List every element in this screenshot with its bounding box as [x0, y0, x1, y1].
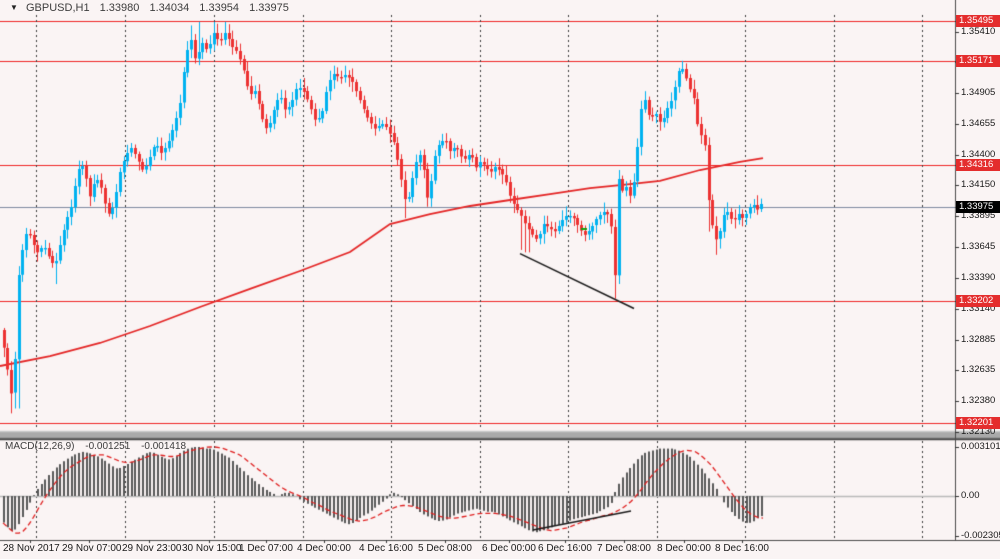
price-axis[interactable]: 1.354101.351601.349051.346551.344001.341… — [956, 0, 1000, 559]
level-price-badge: 1.34316 — [956, 159, 1000, 171]
symbol-info-bar: ▼ GBPUSD,H1 1.33980 1.34034 1.33954 1.33… — [10, 2, 296, 14]
level-price-badge: 1.33202 — [956, 295, 1000, 307]
current-price-badge: 1.33975 — [956, 201, 1000, 213]
axis-tick-label: 1.34150 — [961, 179, 996, 190]
time-axis-label: 4 Dec 00:00 — [297, 543, 351, 554]
axis-tick-label: 1.33390 — [961, 272, 996, 283]
axis-tick-label: 1.33895 — [961, 210, 996, 221]
axis-tick-label: 1.33140 — [961, 303, 996, 314]
level-price-badge: 1.35171 — [956, 55, 1000, 67]
time-axis-label: 8 Dec 16:00 — [715, 543, 769, 554]
axis-tick-label: 1.32130 — [961, 426, 996, 437]
axis-tick-label: 1.32635 — [961, 364, 996, 375]
time-axis-label: 1 Dec 07:00 — [239, 543, 293, 554]
ohlc-open: 1.33980 — [99, 2, 140, 14]
axis-tick-label: 1.33645 — [961, 241, 996, 252]
axis-tick-label: 1.32885 — [961, 334, 996, 345]
time-axis-label: 29 Nov 23:00 — [122, 543, 182, 554]
level-price-badge: 1.32201 — [956, 417, 1000, 429]
macd-indicator-label: MACD(12,26,9) -0.001251 -0.001418 — [5, 441, 194, 452]
ohlc-high: 1.34034 — [149, 2, 190, 14]
axis-tick-label: 1.32380 — [961, 395, 996, 406]
time-axis-label: 6 Dec 16:00 — [538, 543, 592, 554]
axis-tick-label: 0.00 — [961, 490, 980, 501]
axis-tick-label: 0.003101 — [961, 441, 1000, 452]
time-axis-label: 4 Dec 16:00 — [359, 543, 413, 554]
time-axis-label: 29 Nov 07:00 — [62, 543, 122, 554]
ohlc-low: 1.33954 — [199, 2, 240, 14]
macd-signal-value: -0.001418 — [141, 441, 187, 452]
axis-tick-label: 1.34655 — [961, 118, 996, 129]
time-axis-label: 28 Nov 2017 — [3, 543, 60, 554]
axis-tick-label: 1.34400 — [961, 149, 996, 160]
macd-main-value: -0.001251 — [85, 441, 131, 452]
axis-tick-label: 1.34905 — [961, 87, 996, 98]
symbol-label: GBPUSD,H1 — [25, 2, 90, 14]
axis-tick-label: -0.002305 — [961, 530, 1000, 541]
time-axis-label: 8 Dec 00:00 — [657, 543, 711, 554]
axis-tick-label: 1.35410 — [961, 26, 996, 37]
time-axis-label: 30 Nov 15:00 — [182, 543, 242, 554]
ohlc-close: 1.33975 — [249, 2, 289, 14]
symbol-dropdown-icon: ▼ — [10, 3, 18, 12]
time-axis-label: 5 Dec 08:00 — [418, 543, 472, 554]
time-axis[interactable]: 28 Nov 2017 29 Nov 07:00 29 Nov 23:00 30 No… — [0, 541, 956, 559]
macd-name: MACD(12,26,9) — [5, 441, 75, 452]
time-axis-label: 6 Dec 00:00 — [482, 543, 536, 554]
time-axis-label: 7 Dec 08:00 — [597, 543, 651, 554]
level-price-badge: 1.35495 — [956, 15, 1000, 27]
